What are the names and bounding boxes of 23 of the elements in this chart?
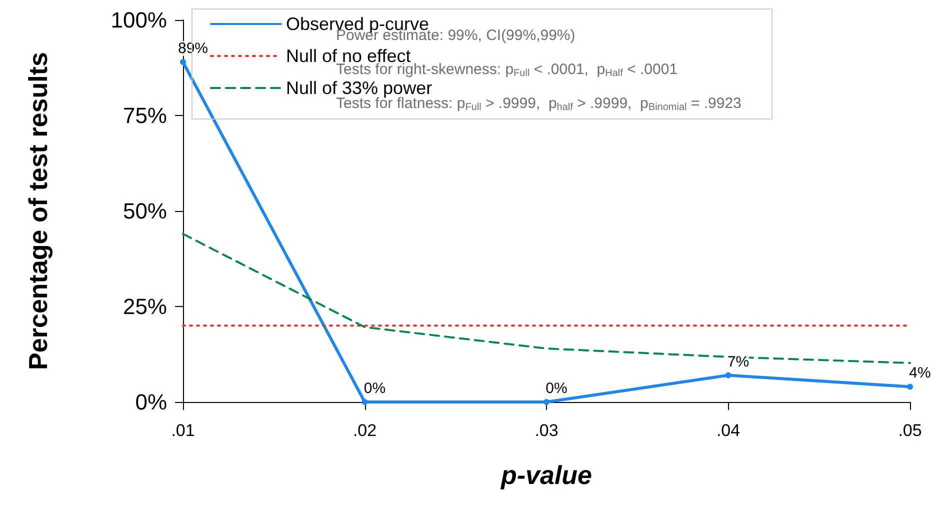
data-label: 89% [178, 40, 208, 58]
x-tick-label: .01 [171, 421, 195, 440]
y-tick-label: 0% [135, 390, 167, 414]
legend-label: Null of 33% power [286, 78, 432, 98]
y-tick-label: 75% [122, 103, 167, 128]
point [544, 399, 550, 405]
point [725, 372, 732, 378]
data-label: 4% [909, 364, 931, 382]
x-axis-title: p-value [500, 460, 592, 490]
x-tick-label: .02 [352, 421, 377, 440]
point [180, 59, 186, 66]
x-tick-label: .05 [898, 421, 922, 440]
y-axis-title: Percentage of test results [23, 52, 53, 370]
y-tick-label: 50% [122, 198, 167, 224]
point [907, 384, 913, 390]
data-label: 0% [546, 380, 568, 397]
y-tick-label: 25% [122, 294, 167, 319]
x-tick-label: .04 [716, 421, 740, 440]
x-tick-label: .03 [534, 421, 558, 440]
data-label: 7% [727, 353, 750, 370]
y-tick-label: 100% [110, 8, 167, 32]
point [362, 399, 368, 405]
data-label: 0% [364, 380, 386, 397]
